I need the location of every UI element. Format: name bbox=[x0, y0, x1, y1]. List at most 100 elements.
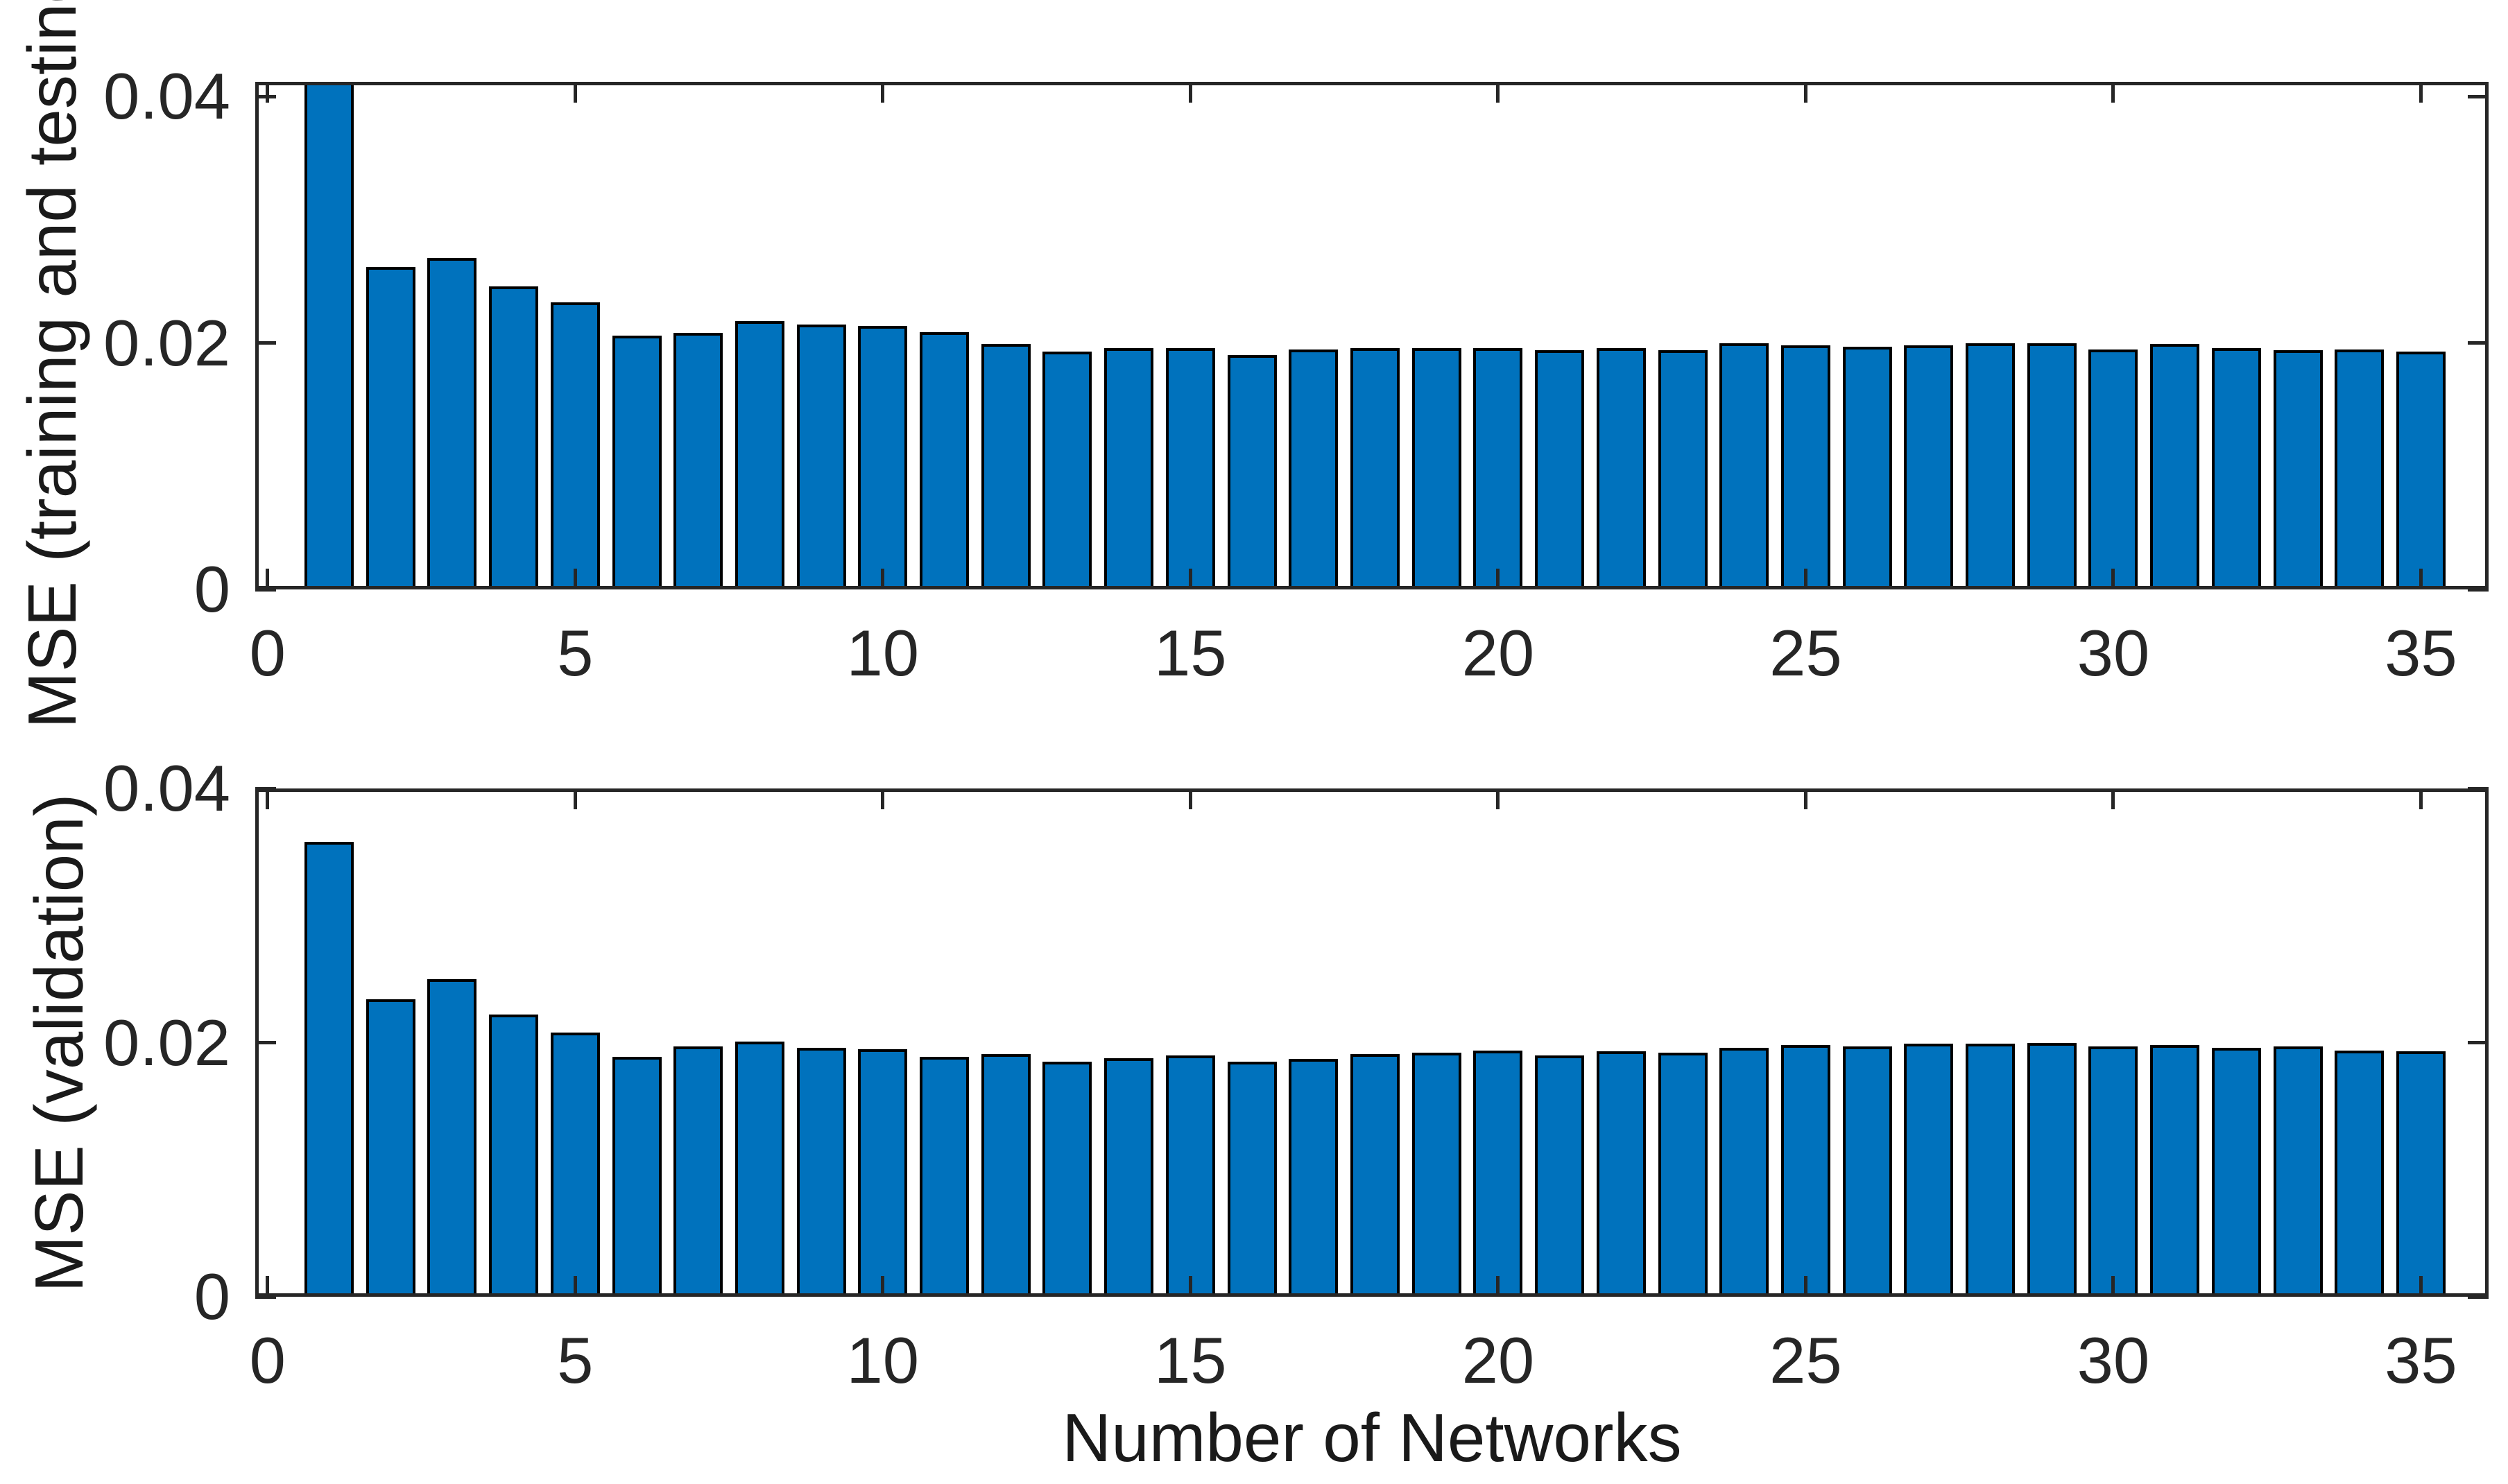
y-tick-right bbox=[2468, 1295, 2489, 1299]
bar-network-27 bbox=[1904, 345, 1954, 589]
x-tick-top bbox=[266, 788, 270, 809]
y-tick bbox=[255, 94, 276, 98]
bar-network-11 bbox=[920, 331, 969, 589]
x-tick-label: 10 bbox=[846, 616, 920, 689]
bar-network-31 bbox=[2150, 344, 2200, 589]
bar-network-16 bbox=[1227, 355, 1277, 589]
bar-network-21 bbox=[1535, 1055, 1585, 1297]
bar-network-20 bbox=[1473, 1050, 1523, 1297]
x-tick-top bbox=[881, 82, 885, 103]
bar-network-10 bbox=[858, 1049, 908, 1297]
bar-network-9 bbox=[796, 325, 846, 589]
bar-network-23 bbox=[1658, 350, 1708, 589]
x-tick-top bbox=[1803, 82, 1807, 103]
bar-network-16 bbox=[1227, 1062, 1277, 1297]
bar-network-17 bbox=[1289, 349, 1339, 589]
x-tick bbox=[266, 1276, 270, 1297]
bar-network-15 bbox=[1165, 1055, 1215, 1297]
bar-network-34 bbox=[2335, 349, 2385, 589]
x-tick-top bbox=[1188, 82, 1192, 103]
x-tick-top bbox=[573, 82, 577, 103]
x-tick-label: 25 bbox=[1769, 1324, 1842, 1397]
x-tick bbox=[573, 569, 577, 589]
bar-network-9 bbox=[796, 1047, 846, 1297]
bar-network-12 bbox=[981, 1054, 1031, 1297]
bar-network-1 bbox=[304, 842, 354, 1297]
y-tick-right bbox=[2468, 786, 2489, 791]
y-tick-right bbox=[2468, 587, 2489, 592]
bar-network-6 bbox=[612, 1056, 662, 1297]
x-tick-top bbox=[2111, 788, 2115, 809]
x-tick-label: 0 bbox=[249, 1324, 286, 1397]
bar-network-6 bbox=[612, 336, 662, 589]
bar-network-14 bbox=[1104, 1058, 1154, 1297]
bar-network-25 bbox=[1780, 1045, 1830, 1297]
bar-network-23 bbox=[1658, 1053, 1708, 1297]
bar-network-32 bbox=[2211, 1047, 2261, 1297]
x-tick-top bbox=[573, 788, 577, 809]
x-tick-label: 15 bbox=[1154, 616, 1227, 689]
y-tick bbox=[255, 587, 276, 592]
x-tick bbox=[2111, 1276, 2115, 1297]
bar-network-29 bbox=[2027, 343, 2077, 589]
y-tick-label: 0.04 bbox=[103, 60, 230, 133]
bar-network-24 bbox=[1719, 343, 1769, 589]
x-tick bbox=[1803, 1276, 1807, 1297]
bar-network-15 bbox=[1165, 347, 1215, 589]
bar-network-8 bbox=[735, 320, 784, 589]
x-tick-label: 15 bbox=[1154, 1324, 1227, 1397]
x-tick bbox=[1803, 569, 1807, 589]
x-tick-label: 0 bbox=[249, 616, 286, 689]
bar-network-31 bbox=[2150, 1045, 2200, 1297]
y-tick bbox=[255, 341, 276, 345]
bar-network-26 bbox=[1842, 1046, 1892, 1297]
x-tick-label: 30 bbox=[2077, 1324, 2150, 1397]
x-tick-top bbox=[1188, 788, 1192, 809]
x-tick-top bbox=[1803, 788, 1807, 809]
bar-network-4 bbox=[489, 1015, 539, 1297]
bar-network-7 bbox=[673, 1046, 723, 1297]
x-tick-label: 10 bbox=[846, 1324, 920, 1397]
x-tick bbox=[1496, 1276, 1500, 1297]
y-tick-right bbox=[2468, 1041, 2489, 1044]
y-tick bbox=[255, 1295, 276, 1299]
y-tick bbox=[255, 1041, 276, 1044]
x-tick-top bbox=[881, 788, 885, 809]
bar-network-3 bbox=[427, 258, 477, 589]
bar-network-2 bbox=[366, 999, 415, 1297]
bar-network-28 bbox=[1966, 1044, 2015, 1297]
bar-network-19 bbox=[1411, 1053, 1461, 1297]
y-tick-label: 0 bbox=[194, 1260, 230, 1333]
bar-network-1 bbox=[304, 82, 354, 589]
bar-network-20 bbox=[1473, 347, 1523, 589]
bar-network-35 bbox=[2396, 1051, 2446, 1297]
x-tick bbox=[2419, 1276, 2423, 1297]
x-tick bbox=[2419, 569, 2423, 589]
y-tick-right bbox=[2468, 341, 2489, 345]
bar-network-29 bbox=[2027, 1042, 2077, 1297]
bar-network-30 bbox=[2088, 1046, 2138, 1297]
x-tick-top bbox=[2419, 788, 2423, 809]
bar-network-18 bbox=[1350, 347, 1400, 589]
x-tick-label: 35 bbox=[2385, 616, 2457, 689]
x-tick-top bbox=[266, 82, 270, 103]
x-tick bbox=[573, 1276, 577, 1297]
x-tick-label: 5 bbox=[557, 616, 594, 689]
bar-network-7 bbox=[673, 333, 723, 589]
bar-network-35 bbox=[2396, 352, 2446, 589]
bar-network-19 bbox=[1411, 347, 1461, 589]
bar-network-28 bbox=[1966, 343, 2015, 589]
bar-network-17 bbox=[1289, 1059, 1339, 1297]
x-tick bbox=[1496, 569, 1500, 589]
y-tick-label: 0.02 bbox=[103, 1006, 230, 1079]
y-tick-label: 0.02 bbox=[103, 306, 230, 379]
x-tick-label: 30 bbox=[2077, 616, 2150, 689]
bar-network-8 bbox=[735, 1041, 784, 1297]
bar-network-26 bbox=[1842, 347, 1892, 589]
x-tick bbox=[266, 569, 270, 589]
x-tick bbox=[881, 569, 885, 589]
x-tick-top bbox=[1496, 82, 1500, 103]
x-tick-label: 20 bbox=[1461, 616, 1535, 689]
y-tick-label: 0 bbox=[194, 553, 230, 625]
x-tick-top bbox=[1496, 788, 1500, 809]
